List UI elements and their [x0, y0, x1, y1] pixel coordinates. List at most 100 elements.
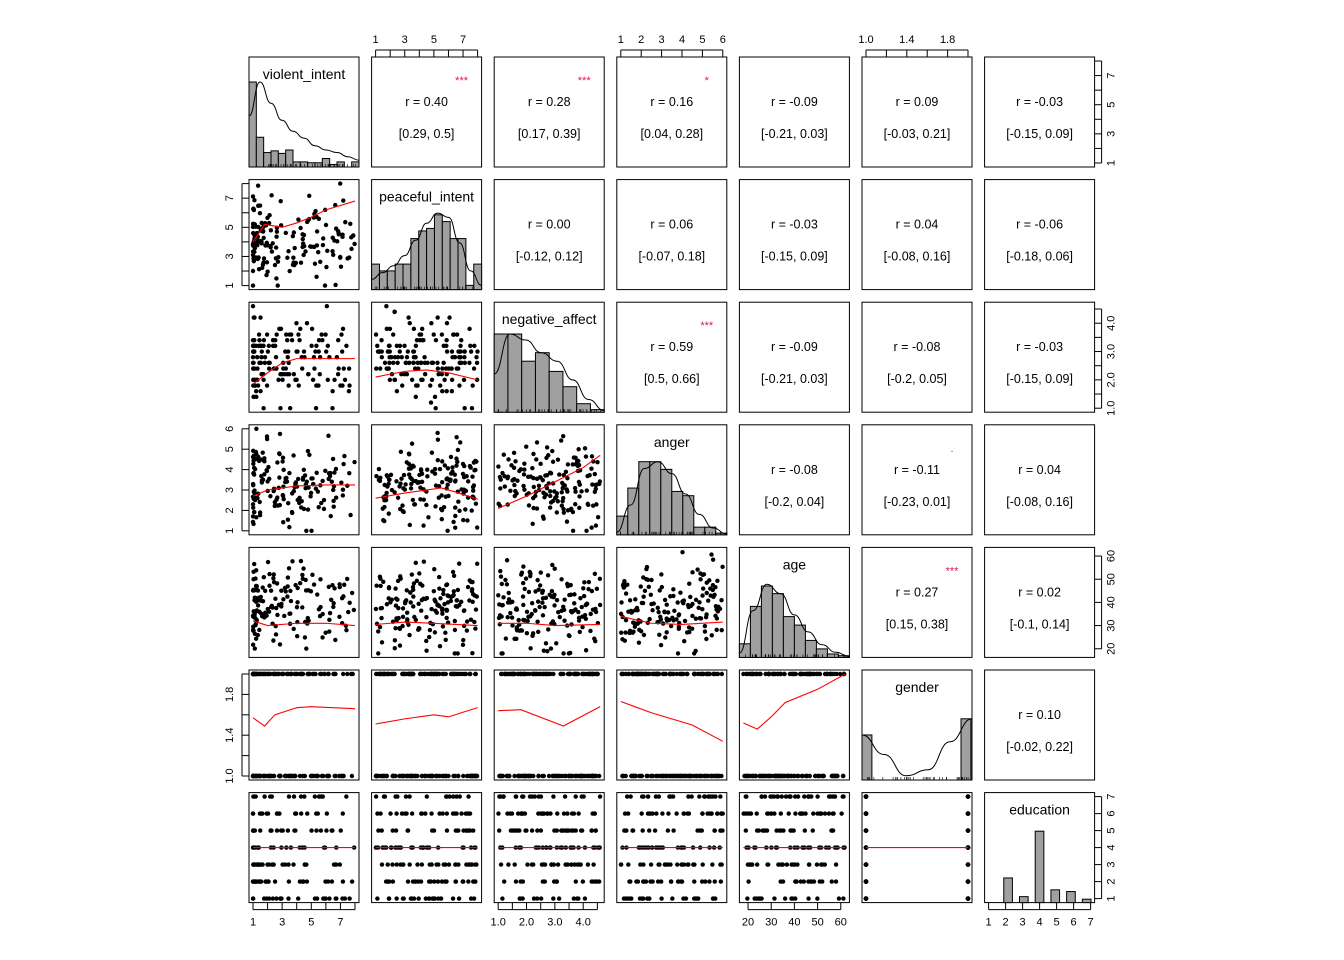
scatter-point — [454, 332, 460, 337]
scatter-point — [521, 472, 527, 477]
scatter-point — [561, 651, 566, 656]
panel-negative_affect-violent_intent — [248, 301, 360, 413]
scatter-point — [512, 862, 517, 867]
scatter-point — [272, 879, 278, 884]
scatter-point — [526, 614, 531, 619]
panel-age-gender: r = 0.27[0.15, 0.38]*** — [861, 546, 973, 658]
scatter-point — [637, 896, 643, 901]
scatter-point — [331, 601, 336, 606]
panel-frame — [861, 669, 973, 781]
scatter-point — [291, 794, 297, 799]
scatter-point — [498, 671, 504, 677]
scatter-point — [679, 879, 685, 884]
scatter-point — [530, 466, 535, 471]
scatter-point — [810, 828, 815, 833]
scatter-point — [330, 248, 335, 254]
scatter-point — [500, 470, 505, 476]
axis-tick-label: 1.4 — [899, 34, 914, 46]
density-curve — [371, 212, 482, 286]
scatter-point — [464, 862, 469, 867]
scatter-point — [442, 463, 448, 468]
scatter-point — [719, 627, 724, 633]
scatter-point — [439, 508, 445, 513]
scatter-point — [331, 862, 337, 867]
scatter-point — [403, 360, 408, 366]
scatter-point — [772, 811, 777, 816]
scatter-point — [264, 613, 269, 618]
scatter-point — [300, 576, 306, 582]
scatter-point — [837, 671, 843, 677]
scatter-point — [445, 466, 451, 471]
scatter-point — [411, 604, 416, 609]
scatter-point — [649, 577, 654, 583]
scatter-point — [287, 332, 292, 337]
scatter-point — [720, 564, 725, 570]
confidence-interval: [-0.21, 0.03] — [761, 372, 828, 386]
scatter-point — [793, 896, 798, 901]
scatter-point — [318, 577, 323, 582]
scatter-point — [809, 794, 814, 799]
scatter-point — [580, 624, 585, 630]
scatter-point — [333, 466, 339, 472]
panel-frame — [616, 669, 728, 781]
scatter-point — [300, 879, 306, 884]
scatter-point — [298, 794, 304, 799]
scatter-point — [554, 879, 559, 884]
scatter-point — [461, 377, 467, 383]
scatter-point — [389, 487, 395, 493]
scatter-point — [382, 360, 388, 366]
scatter-point — [655, 605, 660, 611]
loess-smoother-line — [252, 620, 356, 627]
scatter-point — [712, 828, 717, 833]
scatter-point — [399, 476, 404, 481]
scatter-point — [597, 576, 603, 582]
scatter-point — [250, 502, 256, 507]
scatter-point — [834, 773, 840, 779]
scatter-point — [426, 773, 431, 779]
scatter-point — [840, 773, 846, 779]
axis-tick-label: 30 — [765, 917, 777, 929]
scatter-point — [523, 828, 528, 833]
panel-violent_intent-education: r = -0.03[-0.15, 0.09] — [984, 56, 1096, 168]
scatter-point — [528, 646, 533, 651]
panel-gender-gender: gender — [861, 669, 973, 781]
scatter-point — [584, 488, 589, 493]
scatter-point — [644, 564, 650, 570]
axis-tick-label: 6 — [720, 34, 726, 46]
scatter-point — [301, 506, 307, 512]
scatter-point — [321, 236, 326, 241]
axis-tick-label: 2 — [1106, 879, 1118, 885]
scatter-point — [268, 228, 274, 233]
histogram-bar — [682, 495, 695, 536]
scatter-point — [453, 505, 458, 510]
scatter-point — [410, 463, 416, 468]
scatter-point — [719, 598, 724, 603]
scatter-point — [503, 636, 509, 641]
scatter-point — [275, 811, 280, 816]
scatter-point — [373, 606, 379, 612]
scatter-point — [548, 471, 554, 476]
scatter-point — [284, 479, 290, 484]
axis-tick-label: 5 — [224, 224, 236, 230]
panel-anger-peaceful_intent — [371, 424, 483, 536]
correlation-coefficient: r = -0.09 — [771, 95, 818, 109]
variable-name-label: peaceful_intent — [379, 189, 474, 205]
scatter-point — [648, 592, 654, 597]
scatter-point — [460, 642, 466, 647]
confidence-interval: [0.17, 0.39] — [518, 127, 581, 141]
scatter-point — [352, 241, 357, 247]
scatter-point — [419, 597, 425, 603]
scatter-point — [453, 478, 458, 483]
scatter-point — [415, 360, 420, 366]
scatter-point — [440, 811, 445, 816]
scatter-point — [269, 249, 275, 254]
scatter-point — [779, 794, 784, 799]
scatter-point — [580, 671, 586, 677]
axis-tick-label: 5 — [308, 917, 314, 929]
scatter-point — [431, 828, 437, 833]
scatter-point — [746, 879, 751, 884]
scatter-point — [262, 355, 268, 360]
scatter-point — [407, 321, 412, 326]
scatter-point — [268, 494, 273, 499]
scatter-point — [548, 811, 553, 816]
